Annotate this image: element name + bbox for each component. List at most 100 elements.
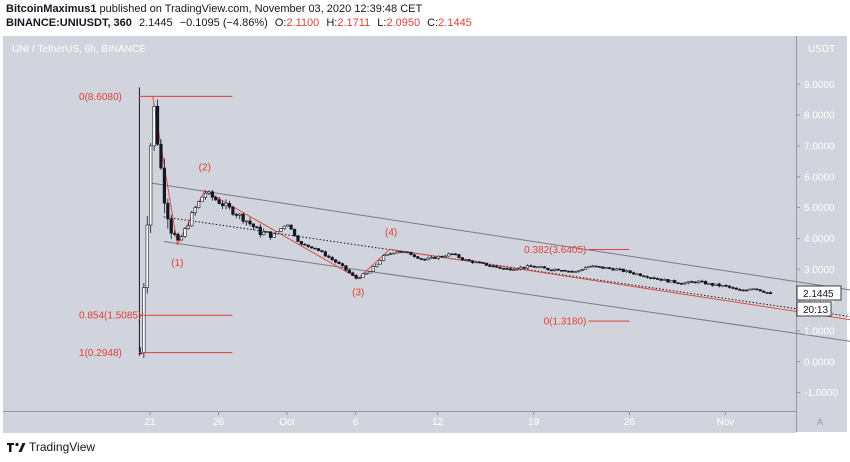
candle bbox=[296, 235, 300, 242]
symbol-label: BINANCE:UNIUSDT, 360 bbox=[6, 17, 132, 29]
candle bbox=[392, 252, 396, 255]
candle bbox=[378, 260, 382, 265]
candle bbox=[724, 284, 728, 287]
candle bbox=[405, 251, 410, 254]
candle bbox=[464, 259, 468, 261]
candle bbox=[262, 231, 266, 236]
candle bbox=[279, 228, 283, 232]
candle bbox=[608, 267, 612, 269]
candle bbox=[299, 241, 303, 245]
candle bbox=[375, 263, 379, 267]
y-tick-label: 2.0000 bbox=[804, 296, 835, 307]
candle bbox=[351, 272, 355, 276]
candle bbox=[292, 228, 297, 237]
time-axis[interactable] bbox=[3, 411, 796, 433]
price-axis[interactable] bbox=[796, 36, 847, 432]
candle bbox=[690, 281, 694, 283]
candle bbox=[508, 268, 512, 271]
candle bbox=[601, 266, 605, 269]
candle bbox=[381, 255, 386, 261]
candle bbox=[155, 105, 160, 145]
candle bbox=[649, 277, 653, 279]
candle bbox=[590, 265, 595, 268]
candle bbox=[751, 288, 756, 291]
y-tick-label: 7.0000 bbox=[804, 141, 835, 152]
candle bbox=[385, 253, 389, 256]
candle bbox=[748, 288, 752, 291]
candle bbox=[501, 268, 506, 270]
candle bbox=[700, 280, 704, 283]
candle bbox=[162, 167, 166, 204]
candle bbox=[731, 287, 735, 289]
candle bbox=[498, 266, 502, 269]
candle bbox=[440, 255, 444, 258]
fib-level-label: 1(0.2948) bbox=[79, 348, 122, 359]
candle bbox=[337, 261, 341, 264]
candle bbox=[364, 272, 369, 275]
countdown-tag-text: 20:13 bbox=[803, 305, 828, 316]
candle bbox=[518, 266, 523, 270]
candle bbox=[697, 280, 701, 284]
candle bbox=[238, 213, 242, 216]
candle bbox=[512, 269, 516, 271]
candle bbox=[721, 284, 725, 287]
candle bbox=[166, 202, 170, 220]
candle bbox=[659, 278, 663, 281]
auto-scale-button[interactable]: A bbox=[817, 417, 823, 427]
y-tick-label: 6.0000 bbox=[804, 172, 835, 183]
candle bbox=[210, 191, 214, 198]
candle bbox=[436, 255, 440, 259]
y-tick-label: 8.0000 bbox=[804, 111, 835, 122]
candle bbox=[621, 268, 625, 272]
published-text: published on TradingView.com, November 0… bbox=[96, 3, 423, 15]
candle bbox=[594, 265, 598, 268]
wave-label: (3) bbox=[352, 287, 364, 298]
candle bbox=[587, 265, 591, 268]
x-tick-label: 6 bbox=[353, 417, 359, 428]
candle bbox=[738, 289, 742, 291]
channel-middle-line bbox=[163, 216, 850, 318]
candle bbox=[669, 280, 673, 283]
candle bbox=[717, 283, 721, 287]
candle bbox=[566, 270, 571, 273]
candle bbox=[286, 224, 290, 227]
close-value: 2.1445 bbox=[438, 17, 472, 29]
candle bbox=[484, 262, 488, 266]
candle bbox=[419, 258, 423, 260]
candle bbox=[221, 203, 225, 207]
candle bbox=[741, 289, 745, 292]
open-label: O: bbox=[274, 17, 287, 29]
candle bbox=[714, 283, 718, 286]
candle bbox=[197, 201, 201, 208]
candle bbox=[457, 254, 461, 258]
wave-label: (2) bbox=[199, 163, 211, 174]
candle bbox=[334, 259, 338, 263]
channel-upper-line bbox=[149, 182, 850, 291]
candle bbox=[460, 257, 464, 260]
candle bbox=[710, 283, 714, 286]
candle bbox=[673, 280, 677, 284]
candle bbox=[316, 248, 321, 251]
x-tick-label: 12 bbox=[432, 417, 444, 428]
candle bbox=[471, 260, 475, 263]
candle bbox=[169, 218, 173, 234]
candle bbox=[546, 267, 550, 271]
author-name[interactable]: BitcoinMaximus1 bbox=[6, 3, 97, 15]
candle bbox=[542, 266, 547, 269]
candle bbox=[676, 282, 680, 285]
price-chart[interactable]: UNI / TetherUS, 6h, BINANCE USDT 0(8.608… bbox=[0, 0, 850, 440]
candle bbox=[340, 263, 345, 266]
candle bbox=[604, 267, 608, 269]
high-label: H: bbox=[326, 17, 338, 29]
candle bbox=[272, 233, 276, 238]
x-tick-label: 19 bbox=[528, 417, 540, 428]
candle bbox=[481, 262, 485, 264]
currency-label: USDT bbox=[808, 44, 835, 55]
candle bbox=[522, 266, 526, 269]
chart-pane[interactable] bbox=[3, 36, 796, 432]
candle bbox=[224, 203, 228, 207]
candle bbox=[450, 253, 454, 256]
candle bbox=[149, 145, 153, 226]
candle bbox=[447, 253, 451, 257]
y-tick-label: 5.0000 bbox=[804, 203, 835, 214]
